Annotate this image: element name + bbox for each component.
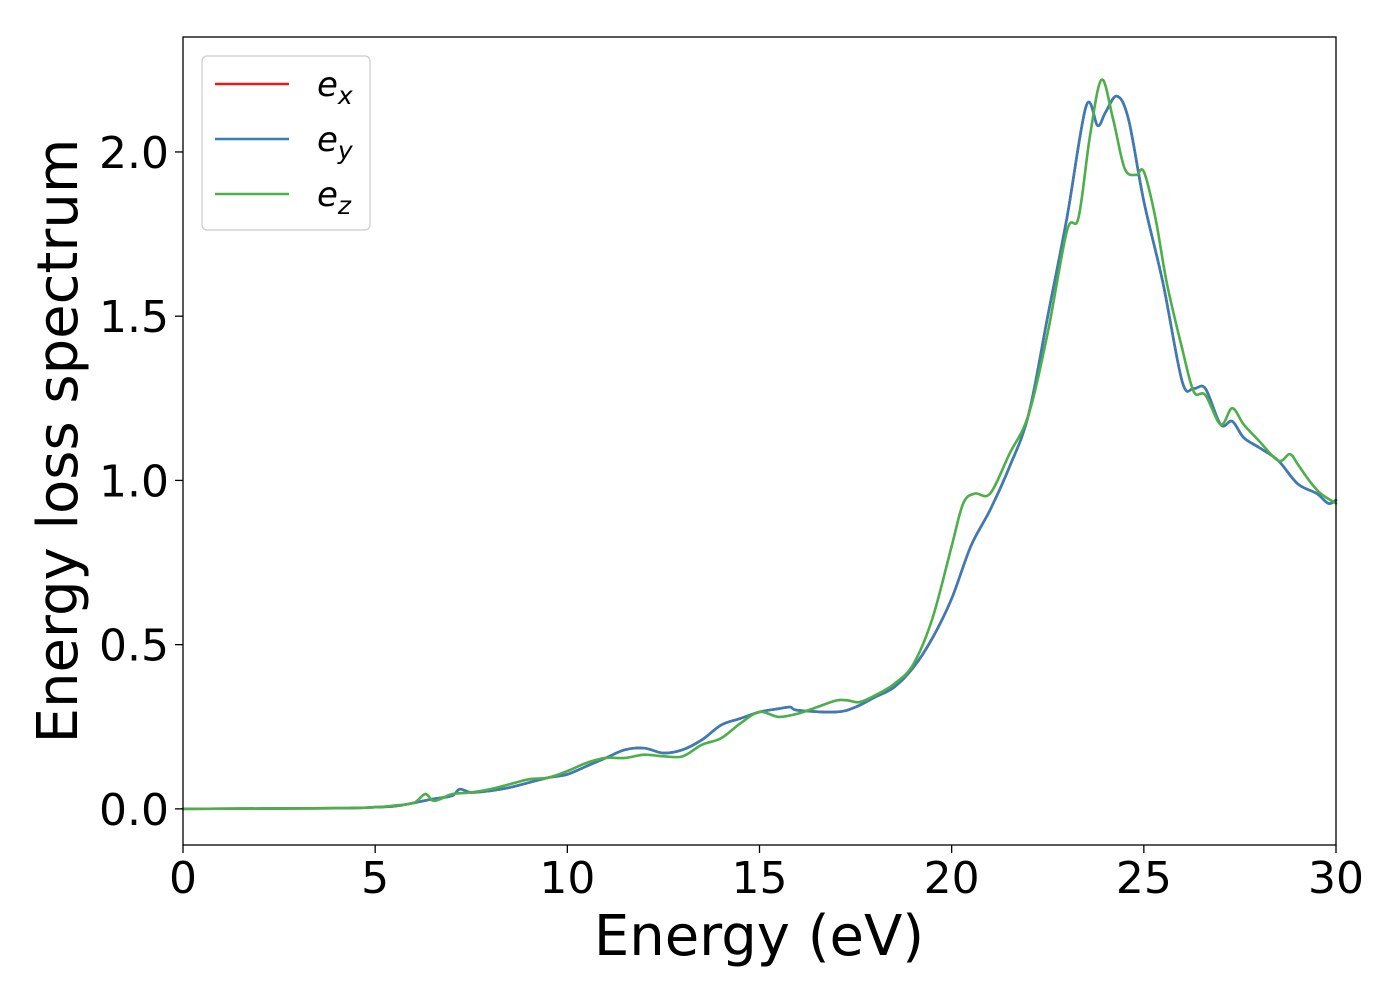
x-tick-label: 25 [1116, 853, 1172, 904]
legend: ex ey ez [201, 55, 371, 231]
x-tick-label: 0 [169, 853, 197, 904]
y-axis-title: Energy loss spectrum [26, 139, 91, 744]
x-tick-label: 10 [539, 853, 595, 904]
x-tick-label: 30 [1308, 853, 1364, 904]
x-axis-title: Energy (eV) [594, 904, 924, 969]
series-layer [181, 78, 1338, 811]
y-tick-label: 1.5 [99, 292, 169, 343]
y-tick-label: 0.5 [99, 621, 169, 672]
legend-box [201, 55, 371, 231]
legend-label-z: ez [317, 175, 352, 220]
y-tick-label: 1.0 [99, 456, 169, 507]
legend-label-x: ex [317, 65, 353, 110]
y-axis-ticks: 0.0 0.5 1.0 1.5 2.0 [99, 128, 183, 836]
x-tick-label: 15 [732, 853, 788, 904]
y-tick-label: 2.0 [99, 128, 169, 179]
y-tick-label: 0.0 [99, 785, 169, 836]
series-line-z [181, 78, 1338, 811]
legend-label-y: ey [317, 120, 354, 165]
x-tick-label: 20 [924, 853, 980, 904]
x-axis-ticks: 0 5 10 15 20 25 30 [169, 845, 1364, 904]
x-tick-label: 5 [361, 853, 389, 904]
